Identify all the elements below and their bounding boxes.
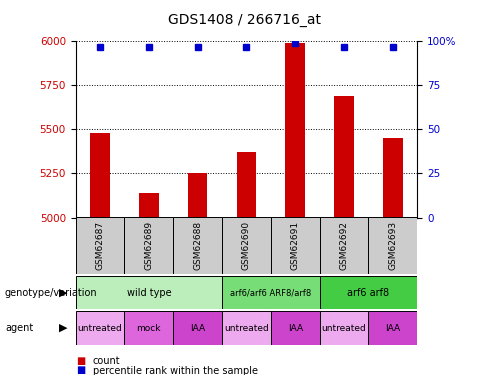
Bar xyxy=(139,193,159,217)
Text: genotype/variation: genotype/variation xyxy=(5,288,98,297)
Bar xyxy=(76,217,124,274)
Bar xyxy=(124,311,173,345)
Bar xyxy=(368,217,417,274)
Bar xyxy=(320,276,417,309)
Text: IAA: IAA xyxy=(386,324,400,333)
Bar xyxy=(90,133,110,218)
Bar xyxy=(173,217,222,274)
Text: untreated: untreated xyxy=(78,324,122,333)
Text: wild type: wild type xyxy=(126,288,171,297)
Text: percentile rank within the sample: percentile rank within the sample xyxy=(93,366,258,375)
Bar xyxy=(237,152,256,217)
Text: ■: ■ xyxy=(76,366,85,375)
Bar xyxy=(222,276,320,309)
Bar xyxy=(271,311,320,345)
Bar xyxy=(173,311,222,345)
Text: GSM62687: GSM62687 xyxy=(96,221,104,270)
Bar xyxy=(188,174,207,217)
Text: mock: mock xyxy=(137,324,161,333)
Bar xyxy=(383,138,403,218)
Text: GSM62688: GSM62688 xyxy=(193,221,202,270)
Text: arf6 arf8: arf6 arf8 xyxy=(347,288,389,297)
Text: ■: ■ xyxy=(76,356,85,366)
Text: GSM62690: GSM62690 xyxy=(242,221,251,270)
Bar xyxy=(124,217,173,274)
Bar xyxy=(285,43,305,218)
Text: GSM62693: GSM62693 xyxy=(388,221,397,270)
Bar xyxy=(222,217,271,274)
Bar xyxy=(76,276,222,309)
Bar xyxy=(222,311,271,345)
Bar xyxy=(320,217,368,274)
Text: ▶: ▶ xyxy=(59,288,68,297)
Text: GSM62692: GSM62692 xyxy=(340,221,348,270)
Text: GSM62691: GSM62691 xyxy=(291,221,300,270)
Text: IAA: IAA xyxy=(190,324,205,333)
Text: GSM62689: GSM62689 xyxy=(144,221,153,270)
Bar xyxy=(368,311,417,345)
Bar xyxy=(334,96,354,218)
Bar xyxy=(320,311,368,345)
Text: untreated: untreated xyxy=(322,324,366,333)
Text: IAA: IAA xyxy=(288,324,303,333)
Text: untreated: untreated xyxy=(224,324,269,333)
Bar xyxy=(271,217,320,274)
Text: ▶: ▶ xyxy=(59,323,68,333)
Text: agent: agent xyxy=(5,323,33,333)
Text: count: count xyxy=(93,356,121,366)
Bar xyxy=(76,311,124,345)
Text: arf6/arf6 ARF8/arf8: arf6/arf6 ARF8/arf8 xyxy=(230,288,311,297)
Text: GDS1408 / 266716_at: GDS1408 / 266716_at xyxy=(167,13,321,27)
